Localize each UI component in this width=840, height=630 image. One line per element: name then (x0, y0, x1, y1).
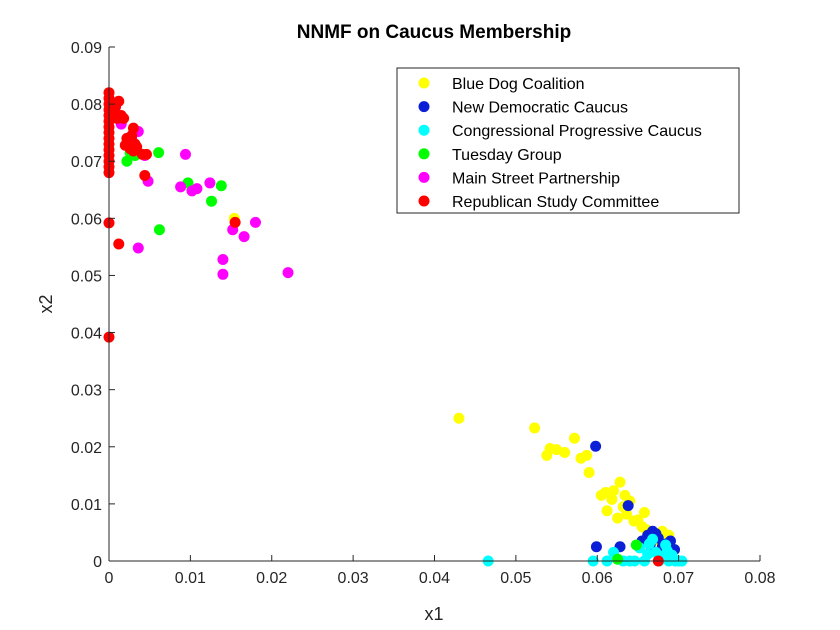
point-s1-1 (590, 541, 602, 553)
point-s0-34 (638, 506, 650, 518)
chart-title: NNMF on Caucus Membership (297, 22, 571, 43)
point-s3-7 (215, 180, 227, 192)
legend-entry: New Democratic Caucus (452, 100, 628, 117)
legend-entry: Blue Dog Coalition (452, 76, 585, 93)
x-tick-label: 0.08 (744, 570, 775, 587)
point-s0-33 (619, 489, 631, 501)
point-s5-31 (131, 141, 143, 153)
x-tick-label: 0.02 (256, 570, 287, 587)
x-axis-label: x1 (424, 604, 443, 624)
point-s2-10 (647, 533, 659, 545)
point-s1-0 (590, 440, 602, 452)
legend-entry: Congressional Progressive Caucus (452, 123, 702, 140)
point-s3-4 (153, 224, 165, 236)
point-s0-13 (606, 493, 618, 505)
y-tick-label: 0.06 (71, 211, 102, 228)
point-s4-10 (204, 177, 216, 189)
legend-box (396, 67, 740, 214)
x-tick-label: 0.05 (500, 570, 531, 587)
point-s4-11 (217, 268, 229, 280)
point-s4-12 (217, 253, 229, 265)
legend-entry: Tuesday Group (452, 147, 562, 164)
point-s0-8 (581, 449, 593, 461)
legend-entry: Republican Study Committee (452, 194, 659, 211)
point-s4-9 (191, 183, 203, 195)
legend-marker (418, 101, 430, 113)
point-s0-0 (453, 412, 465, 424)
point-s3-6 (206, 195, 218, 207)
point-s4-7 (179, 148, 191, 160)
point-s5-35 (113, 238, 125, 250)
point-s0-9 (583, 466, 595, 478)
point-s5-22 (118, 112, 130, 124)
point-s0-6 (568, 432, 580, 444)
y-tick-label: 0.02 (71, 440, 102, 457)
legend-marker (418, 124, 430, 136)
legend-entry: Main Street Partnership (452, 170, 620, 187)
legend: Blue Dog Coalition New Democratic Caucus C… (396, 67, 740, 214)
point-s4-16 (282, 267, 294, 279)
point-s0-1 (529, 422, 541, 434)
point-s4-6 (175, 181, 187, 193)
x-tick-label: 0 (105, 570, 114, 587)
point-s5-20 (113, 95, 125, 107)
point-s2-21 (661, 545, 673, 557)
points-layer (103, 87, 688, 567)
point-s4-15 (249, 216, 261, 228)
point-s5-28 (127, 122, 139, 134)
point-s1-2 (622, 500, 634, 512)
legend-marker (418, 195, 430, 207)
point-s5-33 (139, 170, 151, 181)
x-ticks: 0 0.01 0.02 0.03 0.04 0.05 0.06 0.07 0.08 (105, 555, 776, 587)
y-tick-label: 0.05 (71, 268, 102, 285)
y-axis-label: x2 (36, 294, 56, 313)
y-tick-label: 0.01 (71, 497, 102, 514)
point-s5-34 (140, 148, 152, 160)
x-tick-label: 0.06 (582, 570, 613, 587)
y-ticks: 0 0.01 0.02 0.03 0.04 0.05 0.06 0.07 0.08 0.09 (71, 40, 115, 571)
point-s5-36 (229, 216, 241, 228)
x-tick-label: 0.01 (175, 570, 206, 587)
point-s0-5 (559, 446, 571, 458)
y-tick-label: 0.08 (71, 97, 102, 114)
legend-marker (418, 77, 430, 89)
point-s0-16 (614, 476, 626, 488)
legend-marker (418, 171, 430, 183)
point-s4-14 (238, 231, 250, 243)
y-tick-label: 0 (93, 554, 102, 571)
x-tick-label: 0.03 (338, 570, 369, 587)
y-tick-label: 0.07 (71, 154, 102, 171)
point-s3-3 (153, 147, 165, 159)
y-tick-label: 0.04 (71, 326, 102, 343)
point-s2-20 (642, 548, 654, 560)
legend-marker (418, 148, 430, 160)
point-s0-14 (608, 485, 620, 497)
point-s0-18 (621, 508, 633, 520)
x-tick-label: 0.04 (419, 570, 450, 587)
point-s4-3 (132, 242, 144, 254)
point-s0-12 (601, 505, 613, 517)
point-s0-15 (612, 512, 624, 524)
point-s3-0 (121, 155, 133, 167)
point-s3-8 (612, 553, 624, 565)
x-tick-label: 0.07 (663, 570, 694, 587)
point-s3-9 (630, 539, 642, 551)
y-tick-label: 0.09 (71, 40, 102, 57)
legend-items: Blue Dog Coalition New Democratic Caucus C… (418, 76, 702, 211)
y-tick-label: 0.03 (71, 383, 102, 400)
